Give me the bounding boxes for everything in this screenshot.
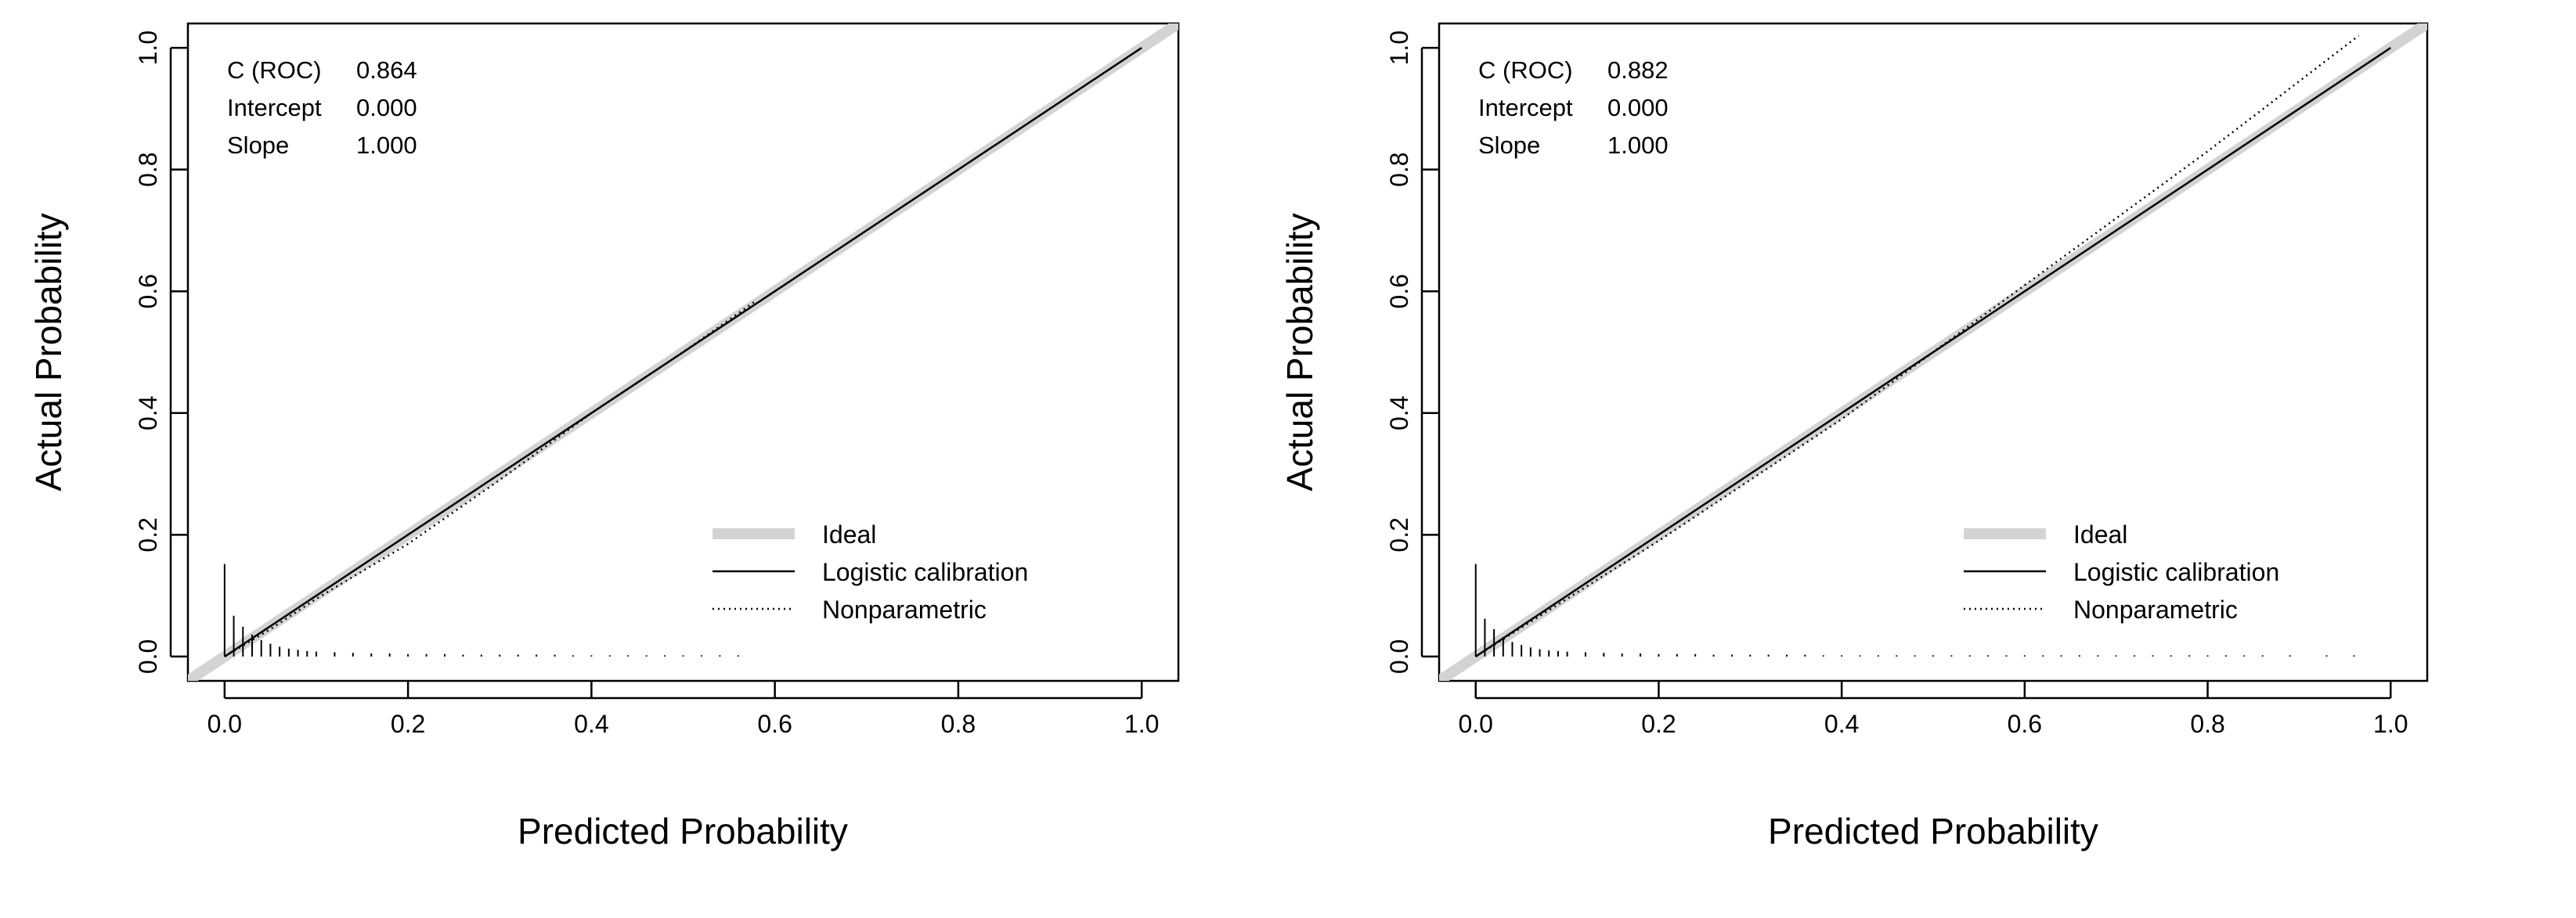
x-tick-label: 1.0	[1124, 710, 1159, 738]
y-tick-label: 0.2	[134, 517, 162, 552]
x-tick-label: 0.8	[2190, 710, 2224, 738]
stat-value: 0.864	[356, 56, 417, 84]
y-tick-label: 0.0	[1385, 639, 1413, 674]
y-tick-label: 0.4	[1385, 396, 1413, 430]
legend-label: Nonparametric	[2073, 596, 2238, 624]
x-tick-label: 0.4	[1824, 710, 1859, 738]
stat-value: 0.000	[1607, 94, 1669, 121]
y-tick-label: 0.6	[134, 274, 162, 308]
x-tick-label: 0.4	[574, 710, 608, 738]
x-tick-label: 0.8	[941, 710, 976, 738]
x-tick-label: 0.2	[1641, 710, 1676, 738]
y-axis-title: Actual Probability	[1279, 213, 1320, 491]
stat-label: Intercept	[1478, 94, 1573, 121]
x-tick-label: 0.2	[391, 710, 425, 738]
stat-value: 0.882	[1607, 56, 1669, 84]
y-axis-title: Actual Probability	[28, 213, 69, 491]
stats-block: C (ROC) 0.864 Intercept 0.000 Slope 1.00…	[227, 56, 417, 159]
legend-label: Nonparametric	[822, 596, 987, 624]
series-line-nonparametric	[224, 299, 757, 657]
legend: Ideal Logistic calibration Nonparametric	[713, 520, 1028, 624]
series-line-logistic-calibration	[1475, 47, 2391, 657]
series-line-logistic-calibration	[224, 47, 1142, 657]
stat-label: Intercept	[227, 94, 322, 121]
stat-value: 1.000	[356, 131, 417, 159]
plot-area	[188, 23, 1178, 681]
y-tick-label: 0.8	[134, 152, 162, 186]
calibration-panel-right: 0.0 0.2 0.4 0.6 0.8 1.0 0.0 0.2 0.4 0.6 0.8 1.0 Pr…	[1279, 22, 2429, 851]
plot-area	[1439, 23, 2427, 681]
x-tick-label: 0.0	[207, 710, 242, 738]
stats-block: C (ROC) 0.882 Intercept 0.000 Slope 1.00…	[1478, 56, 1669, 159]
plot-frame	[1438, 22, 2429, 682]
y-tick-label: 0.2	[1385, 517, 1413, 552]
legend-label: Logistic calibration	[822, 558, 1028, 586]
y-tick-label: 0.0	[134, 639, 162, 674]
legend: Ideal Logistic calibration Nonparametric	[1964, 520, 2279, 624]
legend-label: Ideal	[822, 520, 876, 549]
y-tick-label: 0.6	[1385, 274, 1413, 308]
x-tick-label: 0.0	[1458, 710, 1492, 738]
stat-label: C (ROC)	[227, 56, 322, 84]
calibration-panel-left: 0.0 0.2 0.4 0.6 0.8 1.0 0.0 0.2 0.4 0.6 0.8 1.0 Pr…	[28, 22, 1180, 851]
x-tick-label: 0.6	[2008, 710, 2042, 738]
y-tick-label: 0.4	[134, 396, 162, 430]
x-tick-label: 0.6	[757, 710, 792, 738]
y-tick-label: 0.8	[1385, 152, 1413, 186]
stat-label: Slope	[227, 131, 289, 159]
legend-label: Logistic calibration	[2073, 558, 2279, 586]
stat-value: 0.000	[356, 94, 417, 121]
stat-value: 1.000	[1607, 131, 1669, 159]
stat-label: Slope	[1478, 131, 1540, 159]
stat-label: C (ROC)	[1478, 56, 1573, 84]
plot-frame	[186, 22, 1180, 682]
x-axis-title: Predicted Probability	[1768, 811, 2098, 851]
x-tick-label: 1.0	[2373, 710, 2408, 738]
legend-label: Ideal	[2073, 520, 2127, 549]
y-tick-label: 1.0	[134, 31, 162, 65]
y-tick-label: 1.0	[1385, 31, 1413, 65]
x-axis-title: Predicted Probability	[518, 811, 848, 851]
